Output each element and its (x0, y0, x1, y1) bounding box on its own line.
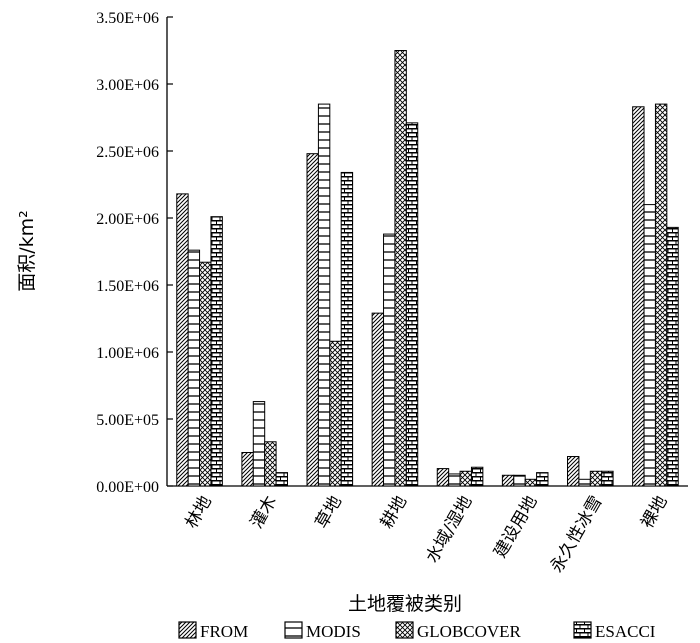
bar-from (501, 474, 515, 487)
bar-modis (187, 249, 201, 487)
category-label: 永久性冰雪 (547, 493, 607, 577)
bar-esacci (666, 226, 679, 487)
bar-globcover (589, 470, 603, 487)
y-tick-label: 3.50E+06 (96, 10, 159, 27)
y-tick-label: 1.00E+06 (96, 345, 159, 362)
bar-from (567, 456, 580, 487)
bar-from (176, 193, 189, 487)
bars (176, 50, 679, 487)
legend-swatch (573, 621, 592, 639)
legend-swatch (395, 621, 414, 639)
category-label: 耕地 (377, 493, 411, 532)
category-label: 林地 (182, 493, 216, 532)
bar-esacci (601, 470, 614, 487)
bar-globcover (654, 103, 668, 487)
x-axis-title: 土地覆被类别 (348, 593, 462, 615)
bar-modis (643, 204, 656, 487)
legend-label: FROM (200, 622, 248, 641)
y-tick-label: 5.00E+05 (96, 412, 159, 429)
bar-globcover (199, 261, 212, 487)
y-ticks: 0.00E+00 5.00E+05 1.00E+06 1.50E+06 2.00E+06… (96, 10, 173, 496)
bar-modis (252, 401, 266, 487)
bar-globcover (394, 50, 407, 487)
legend: FROM MODIS GLOBCOVER ESACCI (178, 621, 656, 641)
bar-modis (317, 103, 331, 487)
bar-esacci (536, 472, 549, 487)
bar-modis (383, 233, 396, 487)
bar-globcover (329, 340, 342, 487)
bar-globcover (459, 470, 472, 487)
y-tick-label: 2.00E+06 (96, 211, 159, 228)
y-tick-label: 1.50E+06 (96, 278, 159, 295)
bar-from (241, 452, 254, 487)
legend-swatch (284, 621, 303, 639)
category-labels: 林地 灌木 草地 耕地 水域/湿地 建设用地 永久性冰雪 裸地 (182, 493, 672, 577)
category-label: 草地 (312, 493, 346, 532)
bar-globcover (264, 441, 277, 487)
y-tick-label: 3.00E+06 (96, 77, 159, 94)
bar-esacci (340, 171, 354, 487)
legend-label: MODIS (306, 622, 361, 641)
bar-from (371, 312, 385, 487)
bar-globcover (524, 478, 538, 487)
bar-from (306, 153, 319, 487)
y-tick-label: 2.50E+06 (96, 144, 159, 161)
category-label: 建设用地 (490, 493, 541, 562)
category-label: 裸地 (637, 493, 671, 532)
legend-label: GLOBCOVER (417, 622, 522, 641)
axes (166, 17, 688, 487)
bar-esacci (405, 122, 419, 487)
bar-from (632, 106, 645, 487)
bar-modis (448, 473, 461, 487)
legend-label: ESACCI (595, 622, 656, 641)
bar-from (436, 468, 450, 487)
bar-modis (513, 474, 526, 487)
bar-esacci (470, 466, 484, 487)
bar-modis (578, 478, 591, 487)
legend-swatch (178, 621, 197, 639)
y-axis-title: 面积/km² (16, 210, 38, 292)
bar-esacci (275, 472, 288, 487)
category-label: 水域/湿地 (422, 493, 476, 567)
category-label: 灌木 (247, 493, 281, 532)
y-tick-label: 0.00E+00 (96, 479, 159, 496)
bar-esacci (210, 216, 223, 487)
